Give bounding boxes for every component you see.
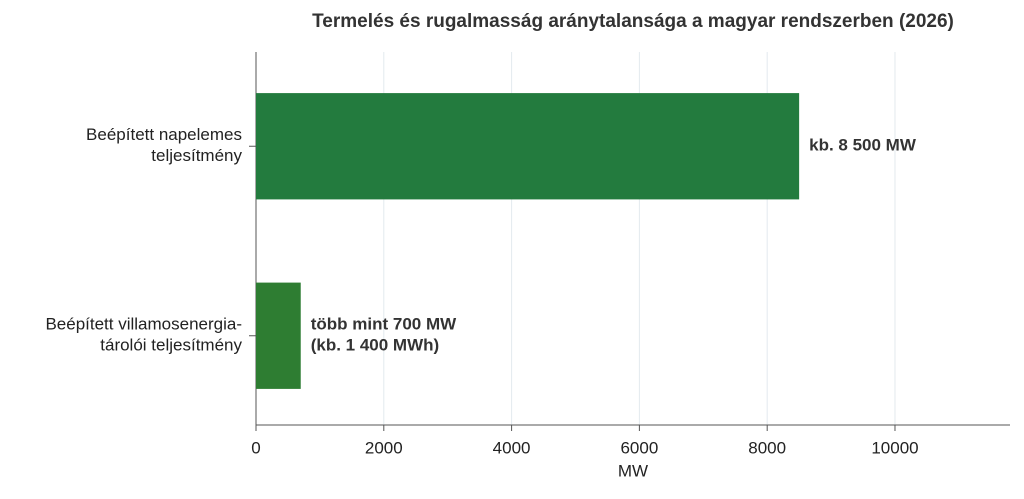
x-tick-label: 6000 <box>620 438 658 457</box>
x-tick-label: 8000 <box>748 438 786 457</box>
chart-title: Termelés és rugalmasság aránytalansága a… <box>312 11 954 32</box>
x-tick-label: 0 <box>251 438 260 457</box>
bar <box>256 282 301 389</box>
y-tick-label: tárolói teljesítmény <box>100 336 242 355</box>
y-tick-label: Beépített napelemes <box>86 125 242 144</box>
x-tick-label: 4000 <box>493 438 531 457</box>
x-axis-label: MW <box>618 461 648 480</box>
value-label: (kb. 1 400 MWh) <box>311 336 439 355</box>
x-tick-label: 2000 <box>365 438 403 457</box>
value-label: kb. 8 500 MW <box>809 136 917 155</box>
bar <box>256 93 800 200</box>
y-tick-label: teljesítmény <box>151 146 242 165</box>
value-label: több mint 700 MW <box>311 315 457 334</box>
y-tick-label: Beépített villamosenergia- <box>45 315 242 334</box>
x-tick-label: 10000 <box>871 438 918 457</box>
